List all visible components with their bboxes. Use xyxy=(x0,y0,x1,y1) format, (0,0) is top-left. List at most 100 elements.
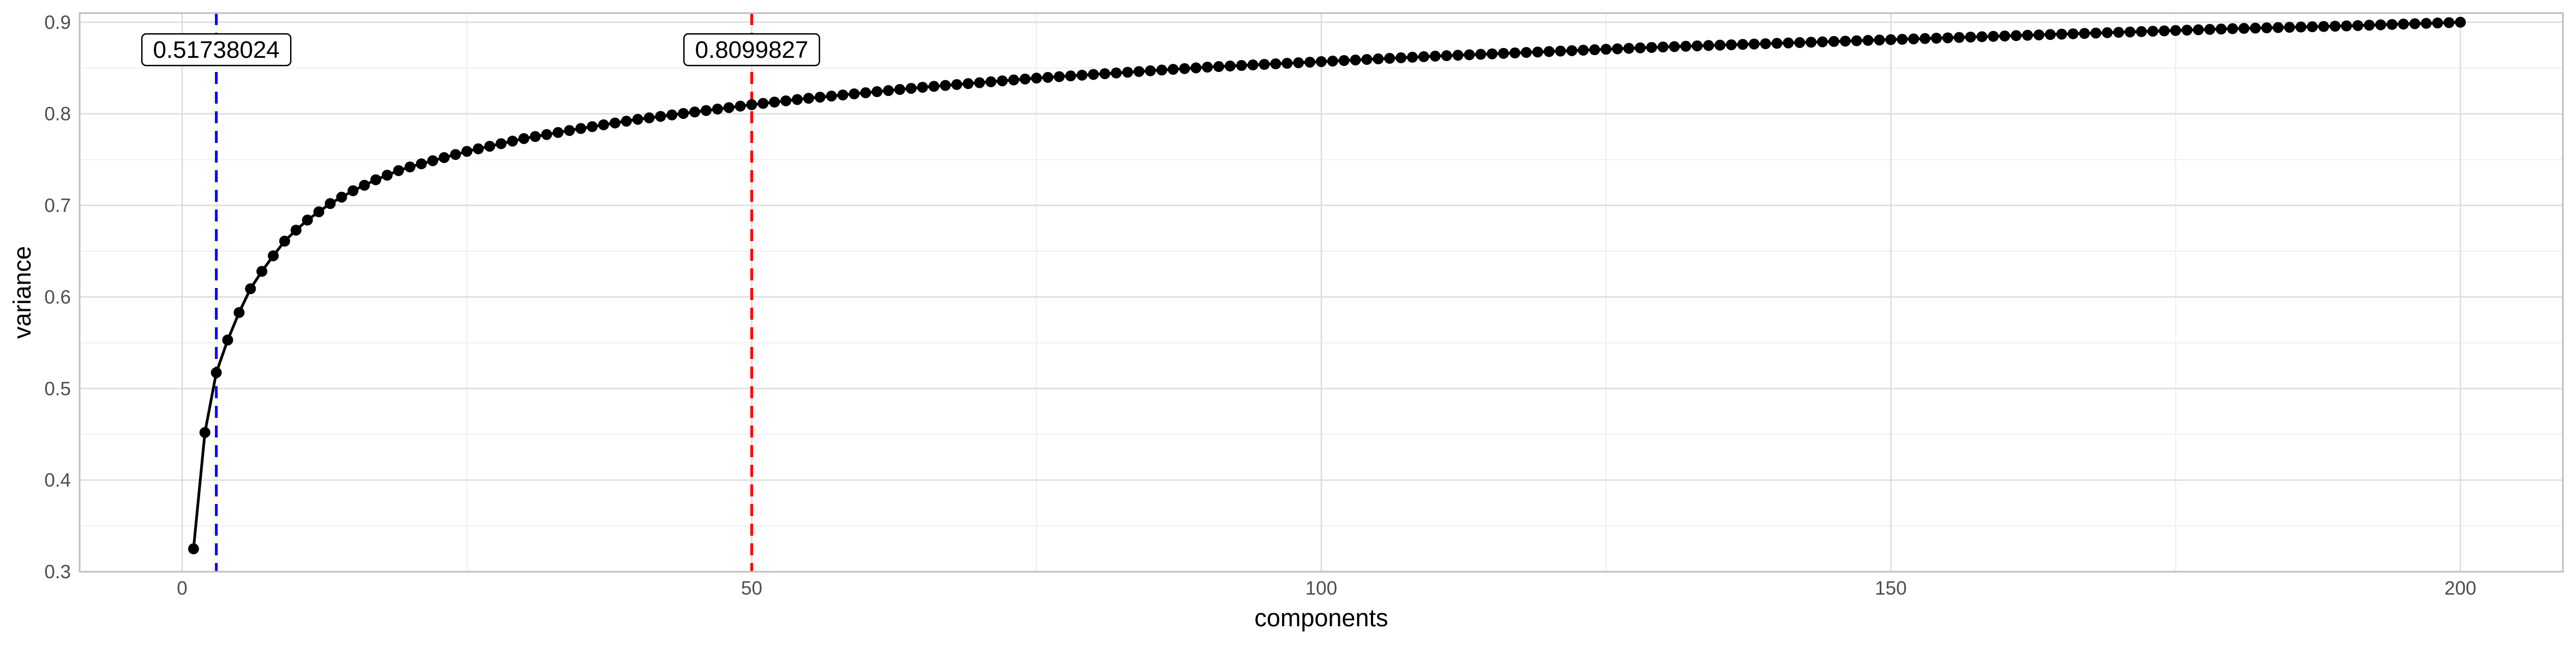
data-point xyxy=(199,427,210,438)
data-point xyxy=(678,107,689,119)
data-point xyxy=(222,334,233,346)
data-point xyxy=(792,94,803,105)
data-point xyxy=(438,152,450,163)
data-point xyxy=(928,81,940,92)
data-point xyxy=(2284,22,2295,33)
data-point xyxy=(2113,27,2124,38)
data-point xyxy=(1350,54,1361,65)
data-point xyxy=(1692,40,1703,52)
data-point xyxy=(1828,36,1840,47)
data-point xyxy=(2022,29,2033,41)
data-point xyxy=(2044,29,2056,40)
data-point xyxy=(1919,33,1931,44)
data-point xyxy=(1897,34,1908,45)
data-point xyxy=(1634,42,1646,53)
data-point xyxy=(2352,20,2363,31)
data-point xyxy=(803,93,814,104)
data-point xyxy=(290,224,302,236)
data-point xyxy=(2307,21,2318,33)
data-point xyxy=(1521,47,1532,58)
data-point xyxy=(1019,73,1031,85)
series-layer xyxy=(188,16,2466,555)
y-tick-label: 0.3 xyxy=(44,561,71,583)
data-point xyxy=(860,87,871,99)
data-point xyxy=(689,106,701,118)
data-point xyxy=(1726,39,1737,51)
data-point xyxy=(1384,52,1395,64)
data-point xyxy=(1133,66,1145,77)
data-point xyxy=(746,99,757,110)
reference-lines xyxy=(215,13,754,572)
major-gridlines xyxy=(80,13,2563,573)
data-point xyxy=(1042,71,1054,83)
data-point xyxy=(985,76,997,87)
data-point xyxy=(1156,64,1167,76)
x-tick-label: 100 xyxy=(1305,578,1337,599)
data-point xyxy=(1316,56,1327,67)
data-point xyxy=(1429,50,1441,62)
data-point xyxy=(1122,67,1133,78)
data-point xyxy=(1646,41,1657,53)
data-point xyxy=(951,79,962,90)
data-point xyxy=(336,191,347,203)
data-point xyxy=(621,116,632,127)
data-point xyxy=(917,81,928,93)
data-point xyxy=(1224,61,1236,72)
data-point xyxy=(233,307,245,318)
data-point xyxy=(894,84,906,95)
data-point xyxy=(2238,23,2250,34)
data-point xyxy=(1965,31,1976,43)
reference-label-box xyxy=(683,33,821,67)
data-point xyxy=(2409,18,2421,29)
data-point xyxy=(1851,35,1862,46)
data-point xyxy=(382,170,393,181)
data-point xyxy=(1600,44,1612,55)
data-point xyxy=(1942,32,1953,44)
data-point xyxy=(2330,21,2341,32)
data-point xyxy=(2341,20,2352,32)
data-point xyxy=(632,113,643,125)
y-tick-label: 0.7 xyxy=(44,195,71,217)
data-point xyxy=(256,266,268,277)
data-point xyxy=(1190,62,1202,74)
data-point xyxy=(1304,56,1316,68)
data-point xyxy=(1373,53,1384,64)
data-point xyxy=(1338,55,1350,66)
data-point xyxy=(1555,45,1566,57)
data-point xyxy=(2386,19,2398,30)
data-point xyxy=(427,155,438,166)
data-point xyxy=(2090,27,2102,39)
data-point xyxy=(507,135,518,147)
data-point xyxy=(1748,38,1760,50)
data-point xyxy=(974,77,985,88)
data-point xyxy=(587,121,598,133)
y-tick-label: 0.9 xyxy=(44,12,71,33)
data-point xyxy=(518,133,529,144)
data-point xyxy=(2375,19,2386,31)
data-point xyxy=(2261,22,2272,34)
data-point xyxy=(1236,60,1247,71)
data-point xyxy=(871,86,883,98)
data-point xyxy=(210,367,222,379)
data-point xyxy=(2158,25,2170,37)
data-point xyxy=(1805,37,1817,48)
y-axis-title: variance xyxy=(8,246,36,339)
variance-line xyxy=(192,21,2461,549)
data-point xyxy=(2421,17,2432,29)
data-point xyxy=(1988,31,1999,42)
data-point xyxy=(814,92,826,103)
data-point xyxy=(473,143,484,154)
data-point xyxy=(1167,64,1179,75)
data-point xyxy=(1783,37,1794,49)
data-point xyxy=(1327,55,1338,67)
data-point xyxy=(735,100,746,112)
data-point xyxy=(1976,31,1988,43)
data-point xyxy=(837,89,848,101)
data-point xyxy=(2147,26,2158,37)
data-point xyxy=(2363,20,2375,31)
data-point xyxy=(552,127,564,138)
data-point xyxy=(484,141,496,152)
data-point xyxy=(1395,52,1407,63)
data-point xyxy=(245,283,256,295)
